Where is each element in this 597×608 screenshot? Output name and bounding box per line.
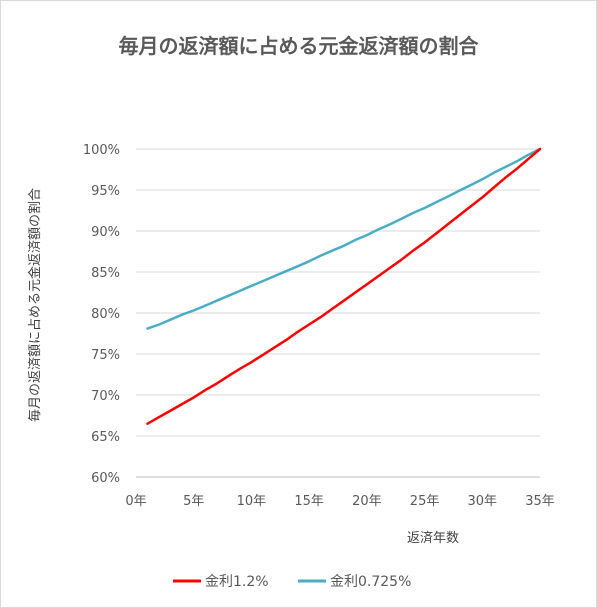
y-tick-label: 90% <box>91 225 120 240</box>
series-line <box>146 147 542 425</box>
y-tick-label: 100% <box>83 143 120 158</box>
x-tick-label: 15年 <box>294 494 324 509</box>
y-tick-label: 75% <box>91 348 120 363</box>
x-tick-label: 35年 <box>525 494 555 509</box>
y-tick-label: 85% <box>91 266 120 281</box>
x-tick-label: 10年 <box>237 494 267 509</box>
y-tick-label: 70% <box>91 389 120 404</box>
legend-label: 金利0.725% <box>330 574 411 590</box>
y-axis-ticks: 60% 65% 70% 75% 80% 85% 90% 95% 100% <box>83 143 120 486</box>
y-tick-label: 95% <box>91 184 120 199</box>
chart-title: 毎月の返済額に占める元金返済額の割合 <box>118 34 479 58</box>
series-line <box>146 147 542 330</box>
y-tick-label: 80% <box>91 307 120 322</box>
y-tick-label: 60% <box>91 471 120 486</box>
legend-label: 金利1.2% <box>205 574 269 590</box>
y-tick-label: 65% <box>91 430 120 445</box>
x-tick-label: 25年 <box>410 494 440 509</box>
y-axis-title: 毎月の返済額に占める元金返済額の割合 <box>27 188 43 422</box>
grid-lines <box>136 148 540 437</box>
x-tick-label: 5年 <box>183 494 204 509</box>
x-tick-label: 0年 <box>125 494 146 509</box>
x-tick-label: 20年 <box>352 494 382 509</box>
x-axis-ticks: 0年 5年 10年 15年 20年 25年 30年 35年 <box>125 494 554 509</box>
series-lines <box>146 147 542 425</box>
legend: 金利1.2% 金利0.725% <box>173 574 411 590</box>
x-tick-label: 30年 <box>468 494 498 509</box>
x-axis-title: 返済年数 <box>407 530 459 546</box>
